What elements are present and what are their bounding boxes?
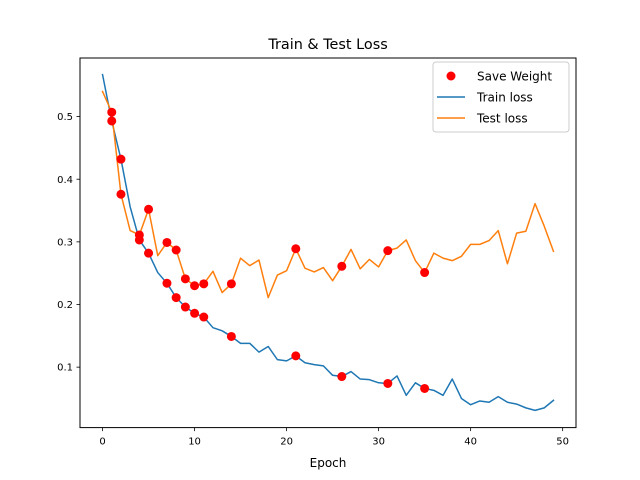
- legend-label-train-loss: Train loss: [476, 91, 533, 105]
- save-weight-point: [226, 279, 236, 289]
- x-tick-label: 50: [556, 437, 569, 448]
- save-weight-point: [291, 244, 301, 254]
- save-weight-point: [107, 116, 117, 126]
- legend-label-test-loss: Test loss: [476, 112, 528, 126]
- save-weight-point: [337, 372, 347, 382]
- legend-label-save-weight: Save Weight: [477, 70, 552, 84]
- save-weight-point: [180, 302, 190, 312]
- x-tick-label: 0: [99, 437, 105, 448]
- save-weight-point: [144, 204, 154, 214]
- x-tick-label: 30: [372, 437, 385, 448]
- save-weight-point: [180, 274, 190, 284]
- x-tick-label: 40: [464, 437, 477, 448]
- y-tick-label: 0.4: [57, 175, 73, 186]
- save-weight-point: [116, 189, 126, 199]
- chart-title: Train & Test Loss: [267, 37, 387, 53]
- x-tick-label: 10: [188, 437, 201, 448]
- save-weight-point: [420, 268, 430, 278]
- legend: Save Weight Train loss Test loss: [432, 61, 570, 133]
- save-weight-point: [190, 308, 200, 318]
- save-weight-point: [190, 281, 200, 291]
- legend-box: [432, 61, 570, 133]
- save-weight-point: [162, 278, 172, 288]
- legend-marker-save-weight: [446, 71, 456, 81]
- save-weight-point: [383, 246, 393, 256]
- save-weight-point: [337, 261, 347, 271]
- save-weight-point: [420, 383, 430, 393]
- plot-frame: [79, 57, 577, 429]
- save-weight-point: [116, 154, 126, 164]
- save-weight-point: [291, 351, 301, 361]
- save-weight-point: [383, 378, 393, 388]
- y-tick-label: 0.1: [57, 363, 73, 374]
- save-weight-point: [199, 279, 209, 289]
- save-weight-point: [199, 312, 209, 322]
- y-tick-label: 0.3: [57, 237, 73, 248]
- save-weight-point: [171, 245, 181, 255]
- y-tick-label: 0.5: [57, 112, 73, 123]
- save-weight-point: [226, 331, 236, 341]
- save-weight-point: [134, 235, 144, 245]
- series-line-test-loss: [101, 90, 555, 299]
- x-axis-label: Epoch: [310, 456, 347, 470]
- save-weight-point: [162, 237, 172, 247]
- save-weight-point: [171, 293, 181, 303]
- save-weight-point: [107, 107, 117, 117]
- y-tick-label: 0.2: [57, 300, 73, 311]
- save-weight-point: [144, 248, 154, 258]
- x-tick-label: 20: [280, 437, 293, 448]
